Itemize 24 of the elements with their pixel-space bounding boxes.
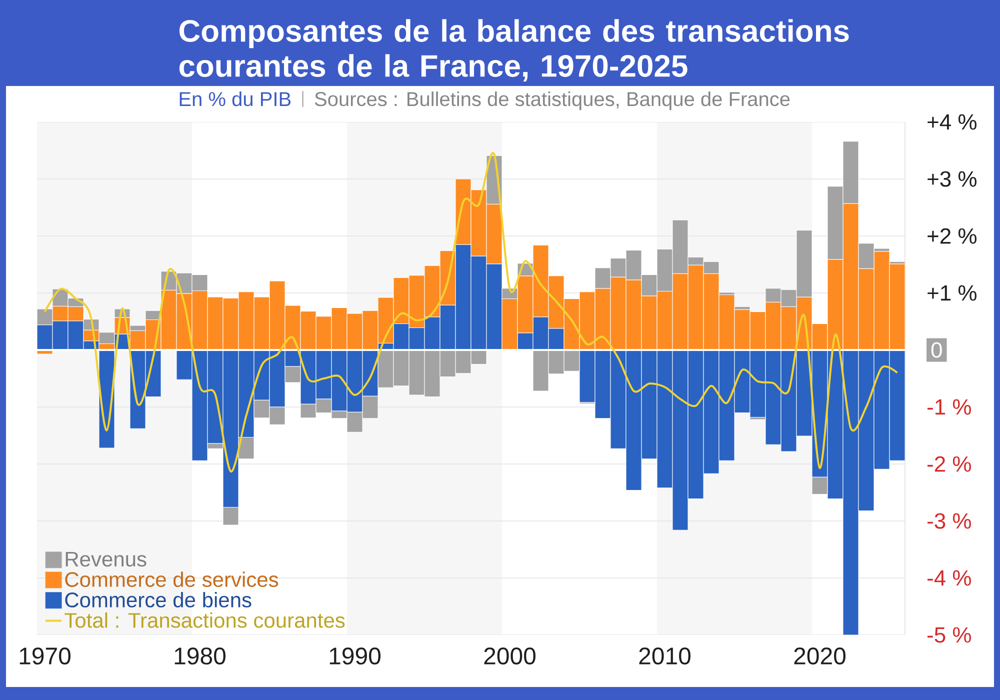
legend-label: Revenus bbox=[66, 552, 146, 567]
y-tick-label: +4 % bbox=[928, 114, 976, 130]
x-tick-label: 2000 bbox=[484, 648, 536, 665]
y-tick-label: -2 % bbox=[928, 456, 971, 472]
y-tick-label: 0 bbox=[931, 342, 942, 358]
line-series bbox=[44, 153, 898, 472]
x-tick-label: 2020 bbox=[794, 648, 846, 665]
y-tick-label: -5 % bbox=[928, 627, 971, 643]
x-tick-label: 2010 bbox=[639, 648, 690, 665]
chart-subtitle: En % du PIB bbox=[180, 91, 291, 106]
y-tick-label: +1 % bbox=[928, 285, 976, 301]
source-note: Sources : Bulletins de statistiques, Banque de France bbox=[314, 91, 790, 110]
chart-title: Composantes de la balance des transactions courantes de la France, 1970-2025 bbox=[179, 19, 849, 82]
x-tick-label: 1970 bbox=[20, 648, 70, 665]
y-tick-label: +2 % bbox=[928, 228, 976, 244]
x-tick-label: 1990 bbox=[330, 648, 380, 665]
y-tick-label: -4 % bbox=[928, 570, 971, 586]
y-tick-label: -3 % bbox=[928, 513, 971, 529]
y-tick-label: -1 % bbox=[928, 399, 971, 415]
legend-label: Commerce de biens bbox=[65, 592, 252, 608]
legend-label: Commerce de services bbox=[65, 572, 278, 588]
x-tick-label: 1980 bbox=[174, 648, 226, 665]
y-tick-label: +3 % bbox=[928, 171, 976, 187]
legend-label: Total : Transactions courantes bbox=[64, 612, 345, 628]
